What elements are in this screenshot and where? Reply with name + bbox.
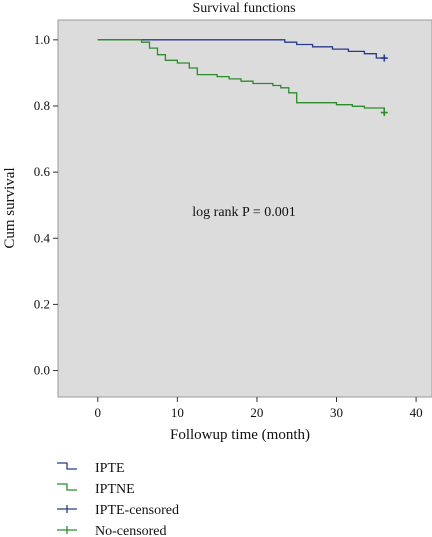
y-tick-label: 0.6: [34, 164, 51, 179]
y-tick-label: 0.2: [34, 296, 50, 311]
log-rank-annotation: log rank P = 0.001: [192, 205, 295, 220]
series-line-iptne: [97, 39, 385, 113]
x-tick-label: 20: [250, 405, 263, 420]
censored-marker: [380, 109, 388, 117]
x-tick-label: 30: [330, 405, 343, 420]
chart-title: Survival functions: [192, 1, 295, 16]
plot-area: [57, 19, 432, 398]
legend-label: IPTE-censored: [95, 503, 179, 518]
censored-marker: [380, 54, 388, 62]
y-tick-label: 0.0: [34, 363, 50, 378]
legend-label: IPTNE: [95, 482, 135, 497]
legend: IPTE IPTNE IPTE-censored No-censored: [57, 461, 179, 537]
axes: 0.0 0.2 0.4 0.6 0.8 1.0 0 10 20 30 40: [34, 32, 423, 420]
y-tick-label: 0.8: [34, 98, 50, 113]
y-axis-title: Cum survival: [2, 167, 18, 248]
x-tick-label: 40: [410, 405, 423, 420]
legend-label: IPTE: [95, 461, 125, 476]
legend-label: No-censored: [95, 524, 167, 537]
y-tick-label: 1.0: [34, 32, 50, 47]
series-line-ipte: [97, 39, 385, 59]
series-layer: [97, 39, 388, 117]
x-tick-label: 10: [171, 405, 184, 420]
y-tick-label: 0.4: [34, 230, 51, 245]
legend-swatch: [57, 462, 77, 470]
x-axis-title: Followup time (month): [170, 427, 310, 443]
legend-swatch: [57, 483, 77, 491]
legend-swatch: [57, 526, 77, 534]
x-tick-label: 0: [95, 405, 102, 420]
legend-swatch: [57, 505, 77, 513]
